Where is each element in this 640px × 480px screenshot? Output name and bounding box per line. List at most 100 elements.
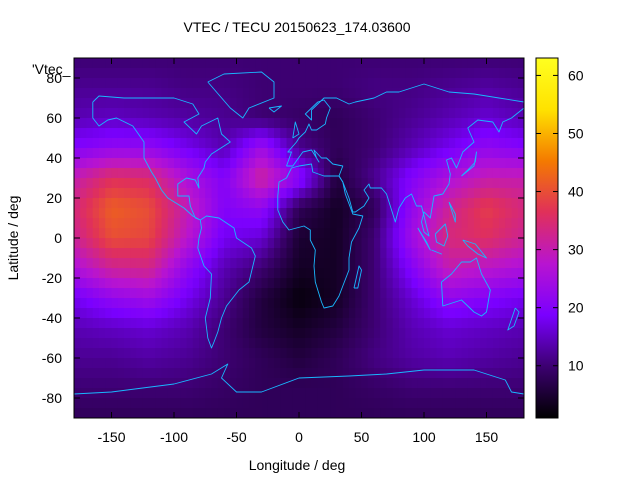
heatmap-cell (330, 58, 338, 69)
heatmap-cell (136, 378, 144, 389)
heatmap-cell (299, 178, 306, 189)
heatmap-cell (155, 138, 163, 149)
heatmap-cell (349, 78, 356, 89)
heatmap-cell (405, 88, 413, 99)
heatmap-cell (80, 358, 88, 369)
heatmap-cell (442, 318, 450, 329)
heatmap-cell (74, 238, 81, 249)
heatmap-cell (230, 58, 238, 69)
heatmap-cell (455, 398, 463, 409)
heatmap-cell (292, 398, 300, 409)
heatmap-cell (417, 298, 425, 309)
heatmap-cell (499, 328, 506, 339)
heatmap-cell (299, 258, 306, 269)
heatmap-cell (455, 68, 463, 79)
heatmap-cell (342, 178, 350, 189)
heatmap-cell (430, 278, 438, 289)
heatmap-cell (136, 138, 144, 149)
heatmap-cell (224, 118, 231, 129)
heatmap-cell (380, 108, 388, 119)
heatmap-cell (399, 268, 406, 279)
heatmap-cell (192, 88, 200, 99)
heatmap-cell (505, 158, 513, 169)
heatmap-cell (211, 308, 219, 319)
heatmap-cell (192, 368, 200, 379)
heatmap-cell (142, 178, 150, 189)
heatmap-cell (180, 248, 188, 259)
heatmap-cell (449, 318, 456, 329)
heatmap-cell (511, 198, 519, 209)
heatmap-cell (92, 228, 100, 239)
heatmap-cell (474, 118, 481, 129)
heatmap-cell (349, 128, 356, 139)
heatmap-cell (180, 358, 188, 369)
x-axis-label: Longitude / deg (249, 457, 346, 473)
heatmap-cell (467, 218, 475, 229)
heatmap-cell (199, 368, 206, 379)
heatmap-cell (386, 208, 394, 219)
heatmap-cell (155, 278, 163, 289)
heatmap-cell (411, 138, 419, 149)
heatmap-cell (149, 198, 156, 209)
heatmap-cell (324, 268, 331, 279)
heatmap-cell (105, 358, 113, 369)
heatmap-cell (380, 58, 388, 69)
heatmap-cell (474, 198, 481, 209)
heatmap-cell (80, 178, 88, 189)
heatmap-cell (324, 358, 331, 369)
heatmap-cell (436, 328, 444, 339)
heatmap-cell (186, 248, 194, 259)
heatmap-cell (299, 188, 306, 199)
heatmap-cell (280, 108, 288, 119)
heatmap-cell (399, 348, 406, 359)
heatmap-cell (267, 108, 275, 119)
heatmap-cell (436, 378, 444, 389)
heatmap-cell (342, 248, 350, 259)
heatmap-cell (392, 248, 400, 259)
heatmap-cell (442, 368, 450, 379)
heatmap-cell (467, 228, 475, 239)
heatmap-cell (267, 288, 275, 299)
heatmap-cell (517, 128, 524, 139)
heatmap-cell (511, 188, 519, 199)
heatmap-cell (355, 158, 363, 169)
heatmap-cell (236, 88, 244, 99)
heatmap-cell (286, 318, 294, 329)
heatmap-cell (292, 218, 300, 229)
heatmap-cell (167, 398, 175, 409)
heatmap-cell (317, 78, 325, 89)
heatmap-cell (386, 248, 394, 259)
heatmap-cell (399, 238, 406, 249)
heatmap-cell (180, 398, 188, 409)
heatmap-cell (130, 228, 138, 239)
heatmap-cell (192, 238, 200, 249)
heatmap-cell (386, 148, 394, 159)
y-tick-label: -20 (42, 270, 62, 286)
heatmap-cell (499, 298, 506, 309)
heatmap-cell (292, 258, 300, 269)
heatmap-cell (349, 258, 356, 269)
heatmap-cell (505, 328, 513, 339)
heatmap-cell (174, 258, 181, 269)
heatmap-cell (367, 188, 375, 199)
heatmap-cell (330, 308, 338, 319)
heatmap-cell (330, 258, 338, 269)
heatmap-cell (99, 218, 106, 229)
heatmap-cell (411, 158, 419, 169)
heatmap-cell (274, 228, 281, 239)
heatmap-cell (424, 118, 431, 129)
heatmap-cell (449, 368, 456, 379)
heatmap-cell (436, 208, 444, 219)
heatmap-cell (324, 168, 331, 179)
heatmap-cell (211, 278, 219, 289)
heatmap-cell (199, 68, 206, 79)
heatmap-cell (242, 348, 250, 359)
heatmap-cell (386, 68, 394, 79)
heatmap-cell (74, 248, 81, 259)
heatmap-cell (324, 158, 331, 169)
heatmap-cell (355, 388, 363, 399)
heatmap-cell (130, 378, 138, 389)
heatmap-cell (255, 348, 263, 359)
heatmap-cell (480, 178, 488, 189)
